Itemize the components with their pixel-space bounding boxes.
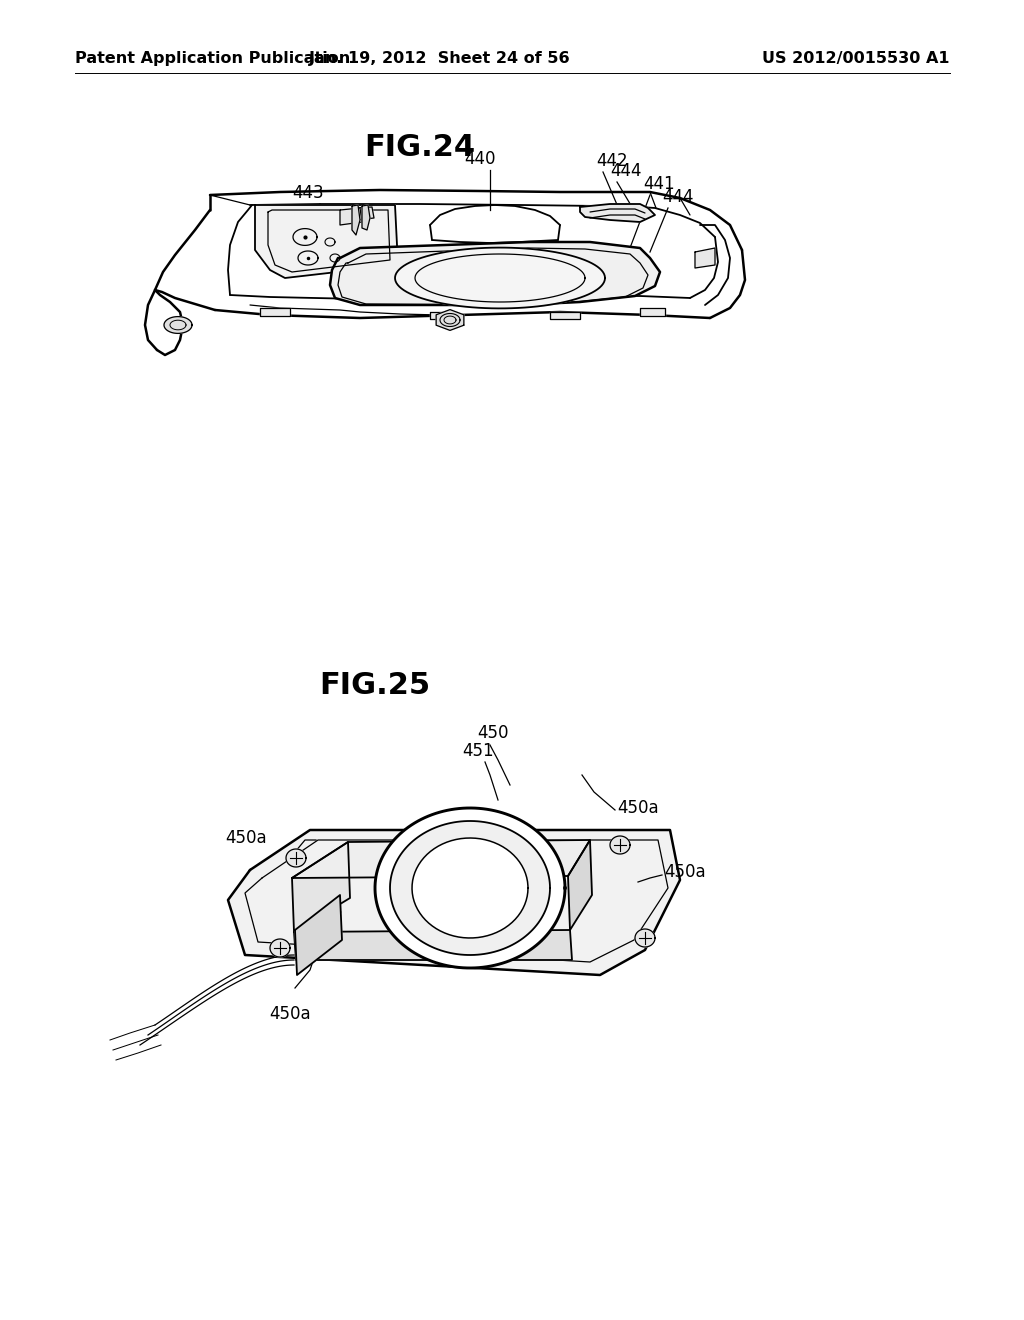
Polygon shape bbox=[255, 205, 398, 279]
Polygon shape bbox=[395, 248, 605, 309]
Text: Patent Application Publication: Patent Application Publication bbox=[75, 50, 350, 66]
Text: 441: 441 bbox=[643, 176, 675, 193]
Polygon shape bbox=[610, 836, 630, 854]
Text: 450a: 450a bbox=[664, 863, 706, 880]
Text: 450: 450 bbox=[477, 723, 509, 742]
Polygon shape bbox=[286, 849, 306, 867]
Polygon shape bbox=[355, 207, 374, 220]
Text: 450a: 450a bbox=[269, 1005, 311, 1023]
Text: US 2012/0015530 A1: US 2012/0015530 A1 bbox=[763, 50, 950, 66]
Polygon shape bbox=[362, 205, 370, 230]
Polygon shape bbox=[228, 830, 680, 975]
Polygon shape bbox=[295, 895, 342, 975]
Polygon shape bbox=[640, 308, 665, 315]
Polygon shape bbox=[580, 205, 655, 222]
Polygon shape bbox=[292, 842, 350, 932]
Polygon shape bbox=[390, 821, 550, 954]
Polygon shape bbox=[330, 242, 660, 305]
Text: FIG.25: FIG.25 bbox=[319, 671, 430, 700]
Polygon shape bbox=[635, 929, 655, 946]
Polygon shape bbox=[164, 317, 193, 334]
Text: 450a: 450a bbox=[617, 799, 658, 817]
Polygon shape bbox=[270, 939, 290, 957]
Polygon shape bbox=[430, 312, 455, 319]
Text: 450a: 450a bbox=[225, 829, 267, 847]
Polygon shape bbox=[260, 308, 290, 315]
Polygon shape bbox=[695, 248, 715, 268]
Polygon shape bbox=[340, 209, 362, 224]
Text: FIG.24: FIG.24 bbox=[365, 133, 475, 162]
Text: 442: 442 bbox=[596, 152, 628, 170]
Polygon shape bbox=[568, 840, 592, 931]
Polygon shape bbox=[550, 312, 580, 319]
Polygon shape bbox=[375, 808, 565, 968]
Polygon shape bbox=[412, 838, 528, 939]
Text: Jan. 19, 2012  Sheet 24 of 56: Jan. 19, 2012 Sheet 24 of 56 bbox=[309, 50, 570, 66]
Polygon shape bbox=[436, 310, 464, 330]
Text: 443: 443 bbox=[292, 183, 324, 202]
Polygon shape bbox=[294, 931, 572, 960]
Polygon shape bbox=[292, 840, 590, 878]
Polygon shape bbox=[352, 205, 360, 235]
Text: 451: 451 bbox=[462, 742, 494, 760]
Text: 444: 444 bbox=[662, 187, 693, 206]
Text: 444: 444 bbox=[610, 162, 641, 180]
Text: 440: 440 bbox=[464, 150, 496, 168]
